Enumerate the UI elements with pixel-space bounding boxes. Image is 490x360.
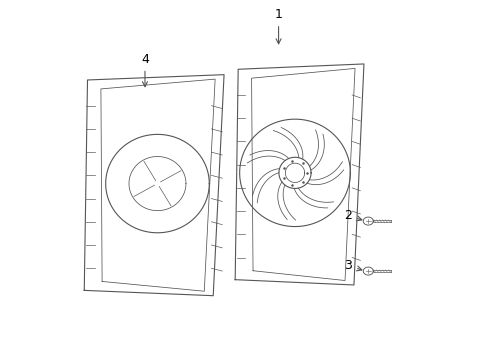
Text: 1: 1 [274,8,283,44]
Text: 3: 3 [344,259,362,272]
Text: 2: 2 [344,209,362,222]
Text: 4: 4 [141,53,149,87]
